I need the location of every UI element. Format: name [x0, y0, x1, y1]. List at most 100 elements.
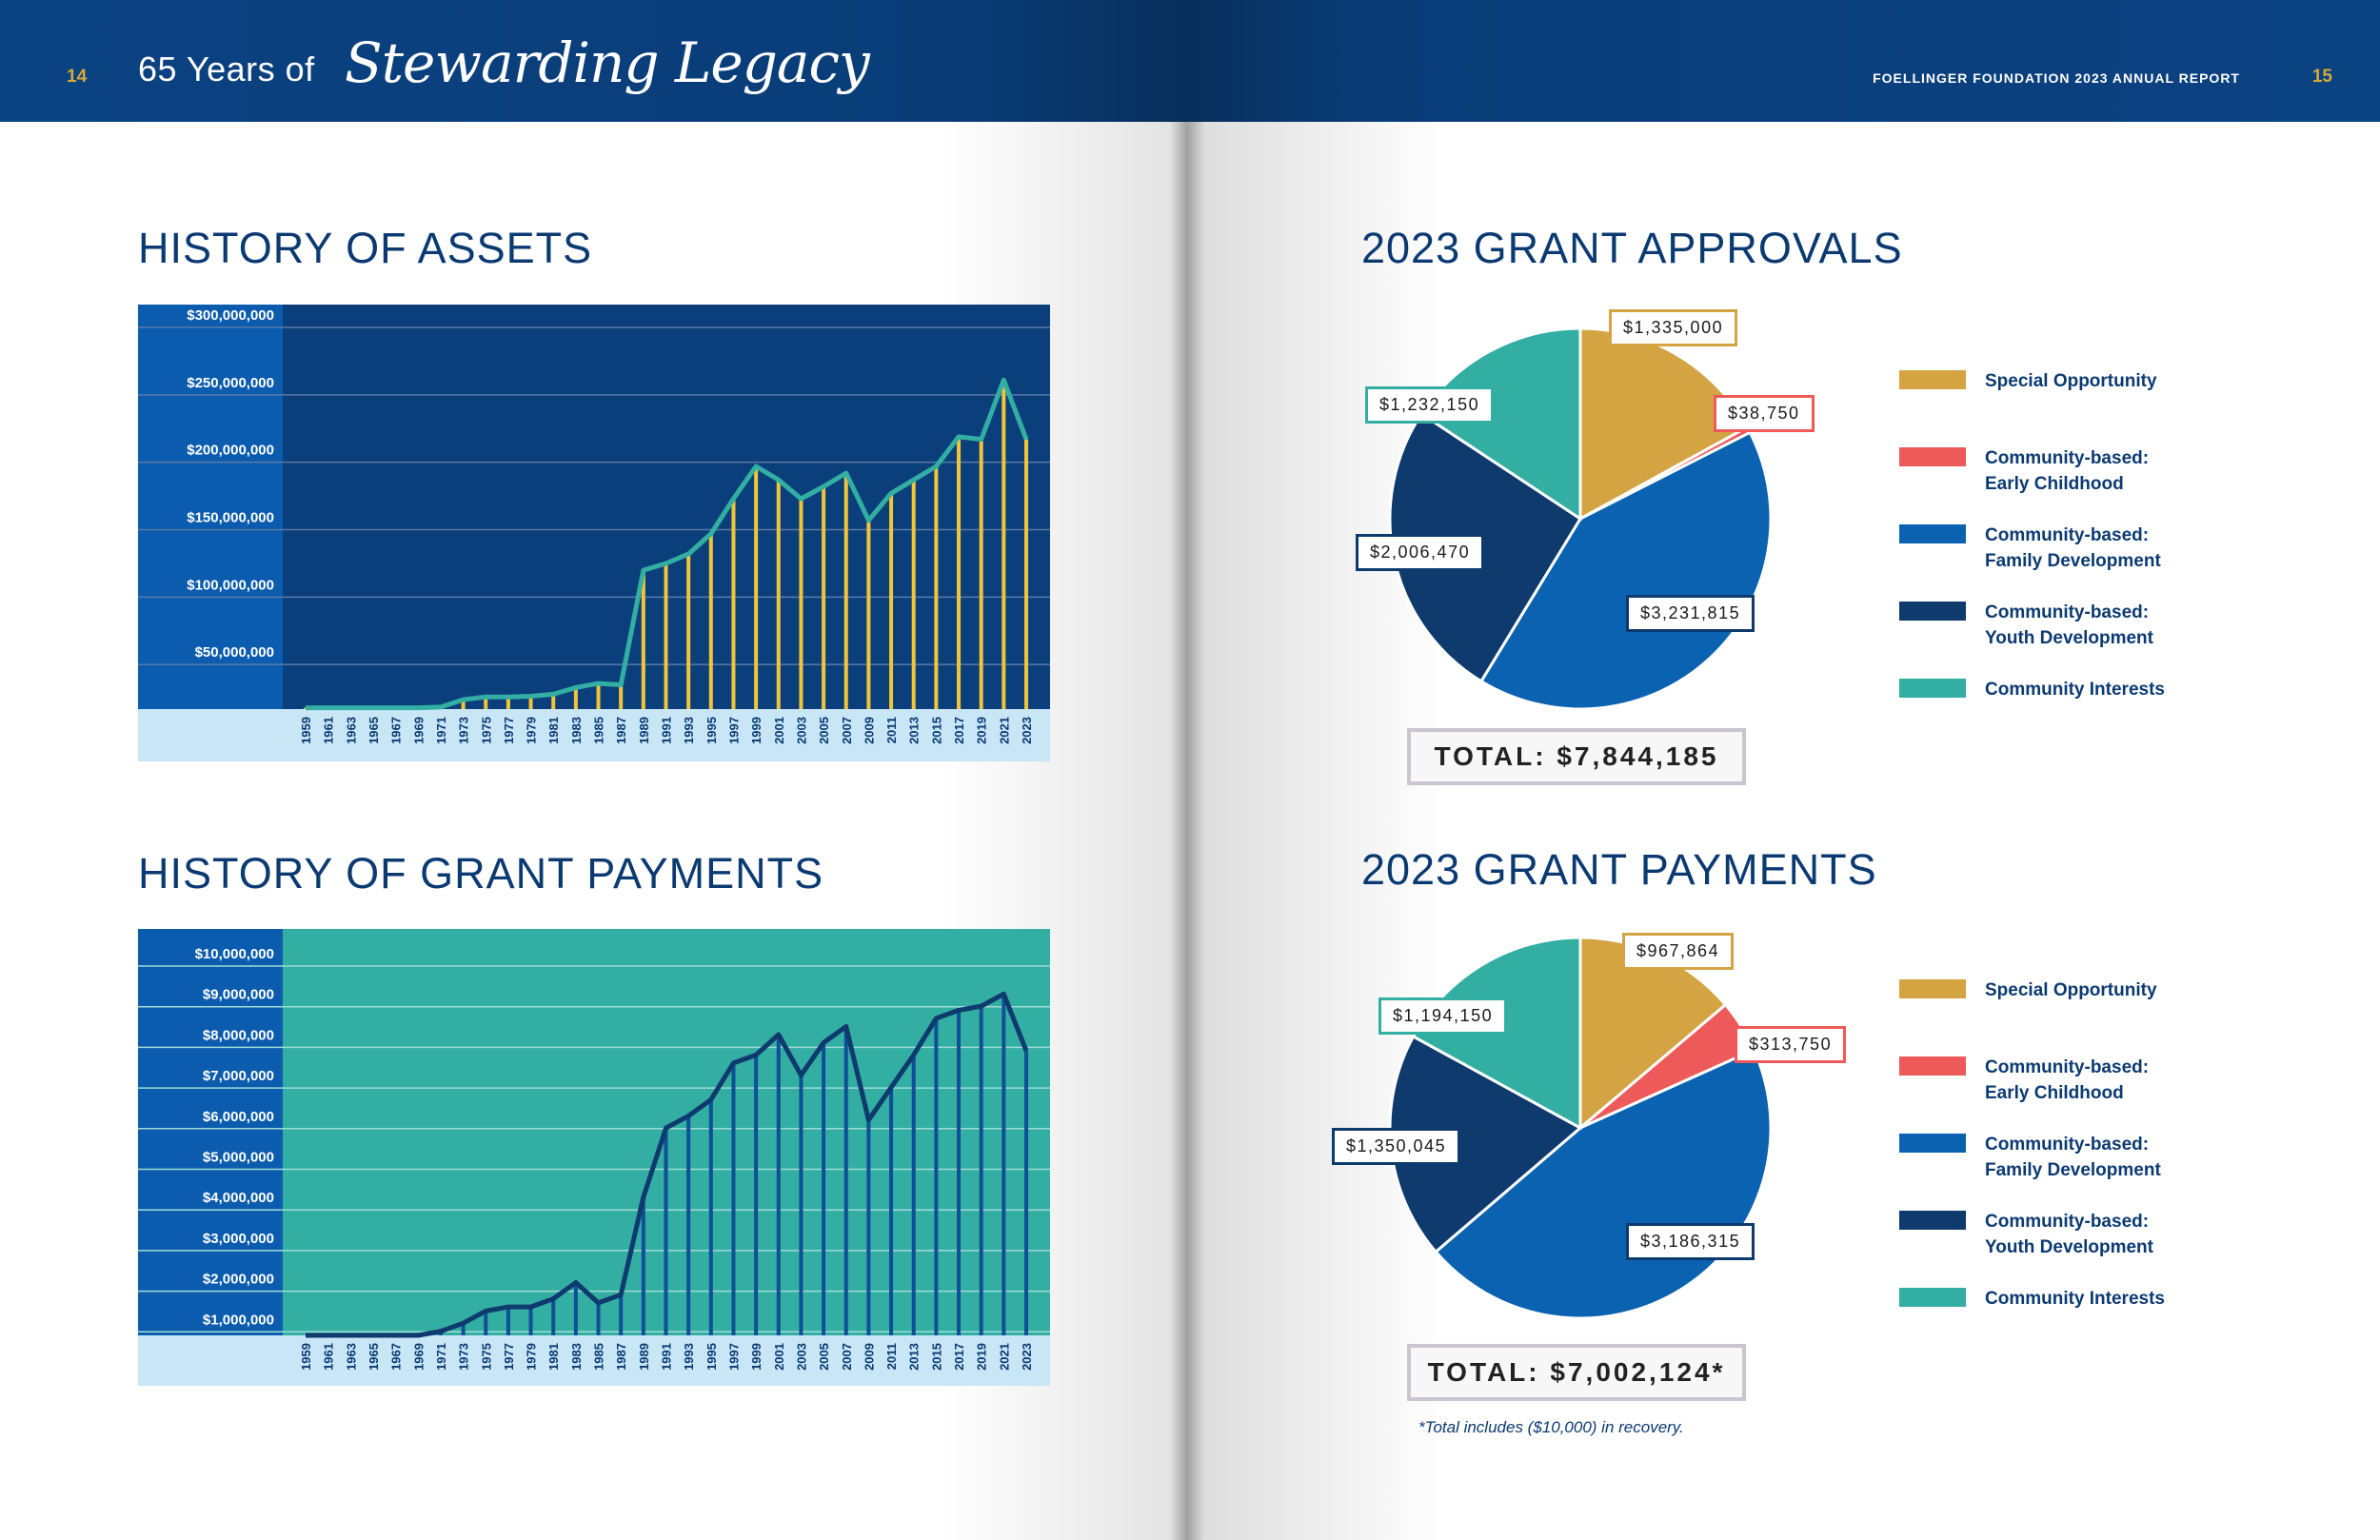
- x-tick-label: 2019: [975, 1343, 989, 1371]
- y-axis-panel: [138, 929, 283, 1335]
- pie-slice-label: $967,864: [1622, 933, 1735, 970]
- y-tick-label: $7,000,000: [203, 1068, 274, 1084]
- legend-label: Special Opportunity: [1985, 980, 2157, 1000]
- x-tick-label: 1991: [660, 717, 674, 744]
- y-tick-label: $150,000,000: [187, 510, 274, 526]
- y-axis-panel: [138, 305, 283, 709]
- x-tick-label: 2007: [840, 717, 854, 744]
- legend-item: Special Opportunity: [1899, 368, 2242, 425]
- pie-slice-label: $313,750: [1735, 1026, 1847, 1063]
- assets-chart: $300,000,000 $250,000,000 $200,000,000 $150…: [138, 305, 1050, 761]
- x-tick-label: 1959: [299, 1343, 313, 1371]
- right-page-number: 15: [2311, 67, 2332, 87]
- x-tick-label: 2019: [975, 717, 989, 744]
- y-tick-label: $9,000,000: [203, 987, 274, 1003]
- x-tick-label: 1961: [322, 717, 336, 744]
- pie-slice-label: $3,231,815: [1626, 595, 1755, 632]
- x-tick-label: 1997: [726, 717, 741, 744]
- legend-swatch: [1899, 979, 1966, 998]
- legend-label: Special Opportunity: [1985, 371, 2157, 391]
- legend-swatch: [1899, 1134, 1966, 1153]
- y-tick-label: $6,000,000: [203, 1109, 274, 1125]
- x-tick-label: 1979: [525, 1343, 539, 1371]
- spread-title: 65 Years of: [138, 49, 315, 89]
- pie-slice-label: $1,335,000: [1609, 309, 1738, 346]
- x-tick-label: 1999: [749, 717, 764, 744]
- x-tick-label: 2003: [794, 1343, 808, 1371]
- x-tick-label: 1973: [457, 1343, 471, 1371]
- y-tick-label: $100,000,000: [187, 577, 274, 593]
- x-tick-label: 1967: [389, 717, 404, 744]
- pie-slice-label: $1,350,045: [1332, 1128, 1461, 1165]
- y-tick-label: $300,000,000: [187, 307, 274, 324]
- legend-item: Community-based: Youth Development: [1899, 600, 2242, 657]
- x-tick-label: 2023: [1020, 1343, 1034, 1371]
- y-tick-label: $5,000,000: [203, 1150, 274, 1166]
- y-tick-label: $8,000,000: [203, 1027, 274, 1043]
- x-tick-label: 2001: [772, 717, 786, 744]
- x-tick-label: 1995: [704, 1343, 719, 1371]
- x-tick-label: 1973: [457, 717, 471, 744]
- x-tick-label: 1979: [525, 717, 539, 744]
- x-tick-label: 1981: [546, 1343, 561, 1371]
- y-tick-label: $1,000,000: [203, 1312, 274, 1328]
- x-tick-label: 1977: [502, 717, 516, 744]
- x-tick-label: 1999: [749, 1343, 764, 1371]
- pie-slice-label: $2,006,470: [1356, 534, 1485, 571]
- pie-slice: [1478, 430, 1773, 711]
- legend-swatch: [1899, 1288, 1966, 1307]
- legend-swatch: [1899, 370, 1966, 389]
- x-tick-label: 1977: [502, 1343, 516, 1371]
- x-tick-label: 2009: [862, 717, 876, 744]
- x-tick-label: 1987: [614, 1343, 628, 1371]
- report-title: FOELLINGER FOUNDATION 2023 ANNUAL REPORT: [1873, 70, 2240, 86]
- x-tick-label: 1995: [704, 717, 719, 744]
- y-tick-label: $4,000,000: [203, 1190, 274, 1206]
- payments-footnote: *Total includes ($10,000) in recovery.: [1418, 1418, 1684, 1436]
- x-tick-label: 2015: [929, 1343, 943, 1371]
- x-tick-label: 2017: [952, 717, 966, 744]
- x-tick-label: 1997: [726, 1343, 741, 1371]
- x-tick-label: 1991: [660, 1343, 674, 1371]
- x-tick-label: 2021: [997, 717, 1011, 744]
- x-tick-label: 1989: [637, 717, 651, 744]
- approvals-title: 2023 GRANT APPROVALS: [1361, 224, 1903, 272]
- legend-label: Community-based: Family Development: [1985, 1135, 2161, 1180]
- x-tick-label: 1965: [367, 717, 381, 744]
- legend-label: Community Interests: [1985, 1289, 2165, 1309]
- x-axis-strip: [138, 1335, 1050, 1386]
- legend-label: Community-based: Early Childhood: [1985, 1057, 2150, 1103]
- x-tick-label: 1981: [546, 717, 561, 744]
- payments-history-chart-svg: $10,000,000 $9,000,000 $8,000,000 $7,000,00…: [138, 929, 1050, 1386]
- assets-title: HISTORY OF ASSETS: [138, 224, 593, 272]
- grant-payments-title: 2023 GRANT PAYMENTS: [1361, 845, 1877, 894]
- legend-item: Community-based: Family Development: [1899, 523, 2242, 580]
- legend-item: Community-based: Youth Development: [1899, 1209, 2242, 1266]
- x-tick-label: 1959: [299, 717, 313, 744]
- pie-slice-label: $38,750: [1714, 395, 1815, 432]
- x-tick-label: 1983: [569, 717, 584, 744]
- y-tick-label: $10,000,000: [195, 946, 274, 962]
- series-line: [306, 991, 1029, 1338]
- y-tick-label: $2,000,000: [203, 1272, 274, 1288]
- legend-swatch: [1899, 602, 1966, 621]
- x-tick-label: 2013: [907, 717, 922, 744]
- x-tick-label: 1985: [592, 1343, 606, 1371]
- x-tick-label: 2005: [817, 1343, 831, 1371]
- x-tick-label: 2001: [772, 1343, 786, 1371]
- x-tick-label: 2021: [997, 1343, 1011, 1371]
- x-tick-label: 2005: [817, 717, 831, 744]
- x-tick-label: 2011: [884, 1343, 899, 1370]
- payments-history-title: HISTORY OF GRANT PAYMENTS: [138, 849, 824, 898]
- x-tick-label: 1989: [637, 1343, 651, 1371]
- series-line: [306, 377, 1029, 711]
- x-tick-label: 2009: [862, 1343, 876, 1371]
- approvals-pie: [1388, 326, 1773, 711]
- x-tick-label: 1993: [682, 1343, 696, 1371]
- x-tick-label: 2015: [929, 717, 943, 744]
- legend-label: Community-based: Youth Development: [1985, 602, 2153, 648]
- spread-title-script: Stewarding Legacy: [345, 30, 870, 95]
- legend-swatch: [1899, 1056, 1966, 1076]
- legend-label: Community-based: Youth Development: [1985, 1212, 2153, 1257]
- x-tick-label: 2007: [840, 1343, 854, 1371]
